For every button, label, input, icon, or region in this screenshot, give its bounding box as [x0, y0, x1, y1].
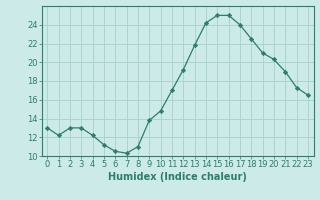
X-axis label: Humidex (Indice chaleur): Humidex (Indice chaleur) [108, 172, 247, 182]
